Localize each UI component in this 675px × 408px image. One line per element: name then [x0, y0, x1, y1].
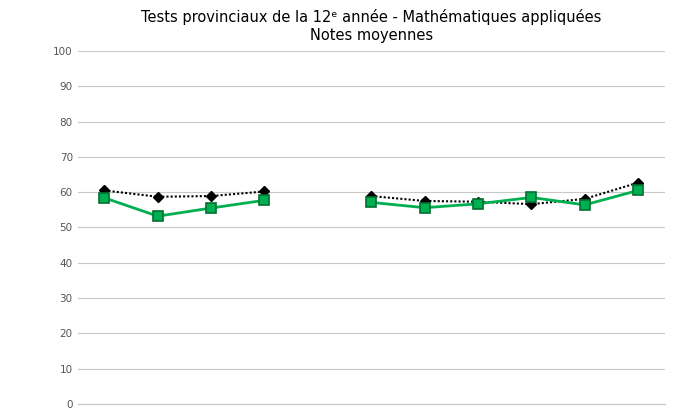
- Title: Tests provinciaux de la 12ᵉ année - Mathématiques appliquées
Notes moyennes: Tests provinciaux de la 12ᵉ année - Math…: [141, 9, 601, 43]
